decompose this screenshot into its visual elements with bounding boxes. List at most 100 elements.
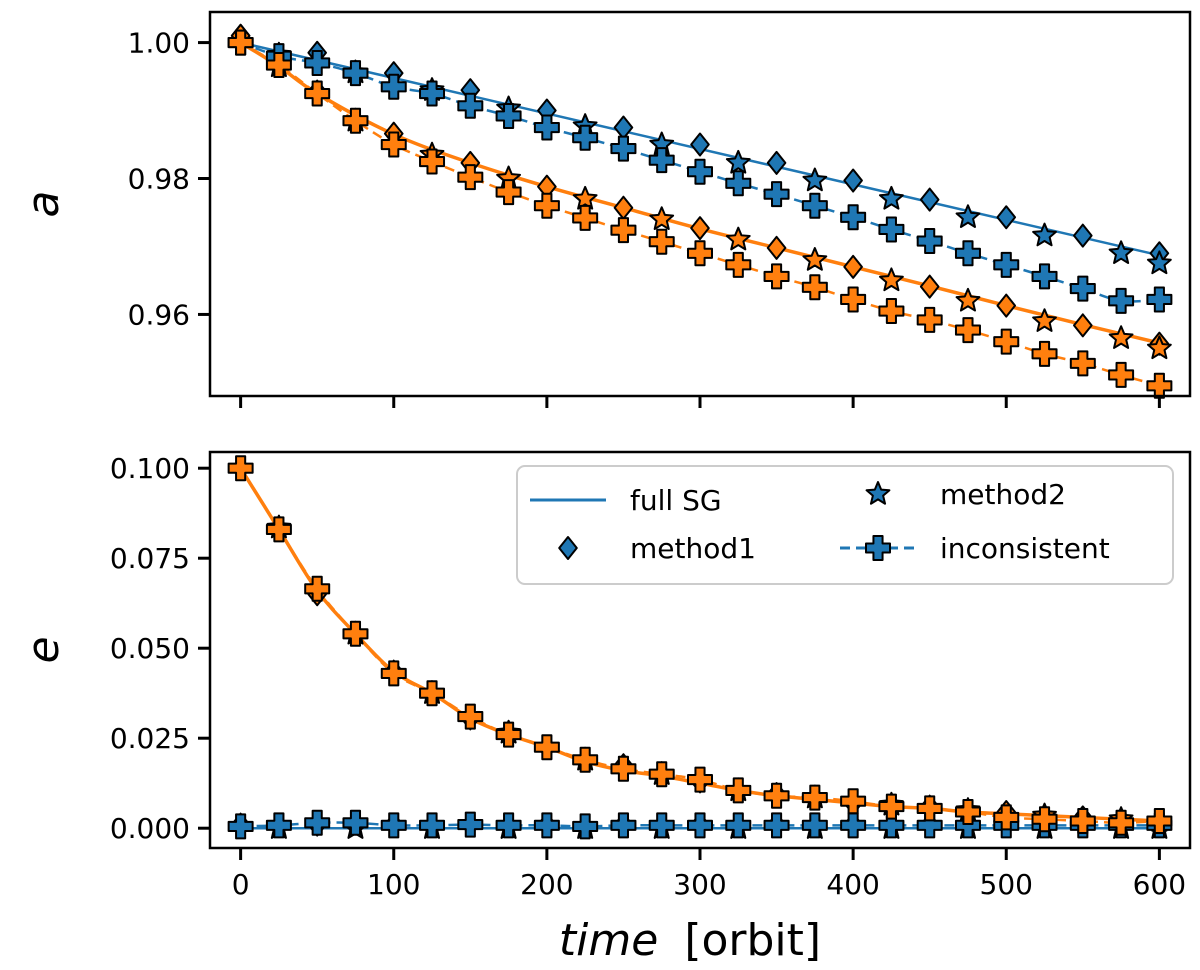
a-orange-method2-marker	[1032, 308, 1057, 332]
a-orange-inconsistent-marker	[725, 251, 752, 278]
e-orange-inconsistent-marker	[878, 793, 905, 820]
a-orange-inconsistent-marker	[878, 298, 905, 325]
a-blue-inconsistent-marker	[1108, 287, 1135, 314]
a-blue-inconsistent-marker	[1031, 263, 1058, 290]
a-blue-inconsistent-marker	[380, 73, 407, 100]
legend-marker-method1	[558, 536, 578, 560]
a-blue-inconsistent-marker	[1069, 275, 1096, 302]
a-orange-method1-marker	[690, 216, 710, 241]
e-orange-inconsistent-marker	[1108, 809, 1135, 836]
e-orange-inconsistent-marker	[993, 804, 1020, 831]
e-orange-inconsistent-marker	[304, 575, 331, 602]
a-blue-inconsistent-marker	[954, 240, 981, 267]
a-blue-method1-marker	[996, 205, 1017, 230]
a-orange-inconsistent-marker	[265, 52, 292, 79]
e-ytick-label: 0.100	[110, 452, 190, 485]
a-orange-method1-marker	[1073, 313, 1093, 338]
a-blue-inconsistent-marker	[878, 216, 905, 243]
e-orange-inconsistent-marker	[533, 734, 560, 761]
e-ytick-label: 0.025	[110, 722, 190, 755]
e-orange-inconsistent-marker	[725, 777, 752, 804]
legend-marker-method2	[865, 481, 891, 505]
a-orange-inconsistent-marker	[840, 286, 867, 313]
a-orange-inconsistent-marker	[801, 274, 828, 301]
a-orange-inconsistent-marker	[342, 107, 369, 134]
a-blue-inconsistent-marker	[648, 147, 675, 174]
a-orange-inconsistent-marker	[495, 179, 522, 206]
panel-e-ticks: 0.000 0.025 0.050 0.075 0.100 0 100 200 300 400 50…	[110, 452, 1186, 901]
e-orange-inconsistent-marker	[342, 620, 369, 647]
legend-box	[516, 465, 1174, 585]
a-blue-method1-marker	[1073, 223, 1093, 248]
a-orange-method2-marker	[1146, 335, 1172, 360]
e-orange-inconsistent-marker	[1031, 806, 1058, 833]
e-blue-inconsistent-marker	[265, 812, 292, 839]
e-orange-inconsistent-marker	[687, 766, 713, 793]
e-orange-inconsistent-marker	[1069, 808, 1096, 834]
e-orange-inconsistent-marker	[265, 516, 292, 543]
panel-a-ticks: 0.96 0.98 1.00	[128, 27, 1161, 408]
a-blue-inconsistent-marker	[342, 60, 369, 87]
e-xtick-label: 600	[1133, 868, 1186, 901]
panel-a-ylabel: a	[18, 191, 69, 218]
x-axis-label-var: time	[559, 915, 658, 966]
a-blue-inconsistent-marker	[840, 204, 867, 231]
e-blue-inconsistent-marker	[304, 809, 331, 836]
e-ytick-label: 0.075	[110, 542, 190, 575]
e-orange-inconsistent-marker	[495, 721, 522, 748]
a-orange-method1-marker	[843, 254, 863, 279]
a-blue-inconsistent-marker	[533, 114, 560, 141]
e-blue-inconsistent-marker	[457, 811, 484, 838]
panel-a-frame	[208, 10, 1192, 398]
e-blue-inconsistent-marker	[419, 812, 446, 839]
e-orange-inconsistent-marker	[610, 755, 637, 782]
e-orange-inconsistent-marker	[801, 784, 828, 811]
a-orange-method1-marker	[919, 274, 940, 299]
panel-e-series	[227, 455, 1173, 840]
a-blue-method2-marker	[1146, 250, 1172, 275]
e-blue-inconsistent-marker	[687, 812, 713, 839]
legend: full SG method1 method2 inconsistent	[516, 465, 1174, 585]
a-orange-inconsistent-marker	[1108, 361, 1135, 388]
e-blue-inconsistent-marker	[227, 813, 254, 840]
a-blue-method2-marker	[802, 167, 828, 192]
legend-label: method2	[940, 478, 1066, 511]
a-orange-inconsistent-marker	[419, 148, 446, 175]
e-orange-inconsistent-marker	[380, 660, 407, 687]
a-blue-method2-marker	[725, 149, 751, 174]
a-blue-method2-marker	[878, 185, 904, 210]
a-blue-inconsistent-marker	[304, 49, 331, 76]
a-blue-method1-marker	[919, 187, 940, 212]
legend-label: method1	[630, 532, 756, 565]
e-blue-inconsistent-marker	[342, 809, 369, 836]
legend-label: inconsistent	[940, 532, 1110, 565]
legend-marker-inconsistent	[865, 535, 891, 561]
a-orange-method1-marker	[766, 235, 787, 260]
a-blue-inconsistent-marker	[457, 92, 484, 119]
e-orange-inconsistent-marker	[763, 782, 790, 809]
a-orange-inconsistent-marker	[916, 306, 943, 333]
e-xtick-label: 300	[673, 868, 726, 901]
e-blue-inconsistent-marker	[533, 812, 560, 839]
e-xtick-label: 500	[980, 868, 1033, 901]
a-orange-method2-marker	[878, 267, 904, 292]
panel-e-frame	[208, 450, 1192, 850]
e-blue-inconsistent-marker	[725, 812, 752, 839]
a-blue-inconsistent-marker	[419, 80, 446, 107]
e-ytick-label: 0.050	[110, 632, 190, 665]
e-xtick-label: 200	[520, 868, 573, 901]
e-xtick-label: 0	[232, 868, 250, 901]
e-blue-inconsistent-marker	[610, 812, 637, 839]
a-blue-inconsistent-marker	[572, 124, 599, 151]
e-blue-inconsistent-marker	[801, 812, 828, 839]
a-orange-inconsistent-marker	[457, 164, 484, 191]
e-blue-inconsistent-marker	[648, 812, 675, 839]
a-blue-method1-marker	[766, 150, 787, 175]
a-blue-method2-marker	[955, 204, 981, 228]
e-orange-inconsistent-marker	[572, 746, 599, 773]
e-orange-inconsistent-marker	[457, 703, 484, 730]
a-blue-method1-marker	[690, 132, 710, 157]
x-axis-label: time [orbit]	[559, 915, 821, 966]
legend-label: full SG	[630, 484, 722, 517]
a-orange-inconsistent-marker	[533, 192, 560, 219]
